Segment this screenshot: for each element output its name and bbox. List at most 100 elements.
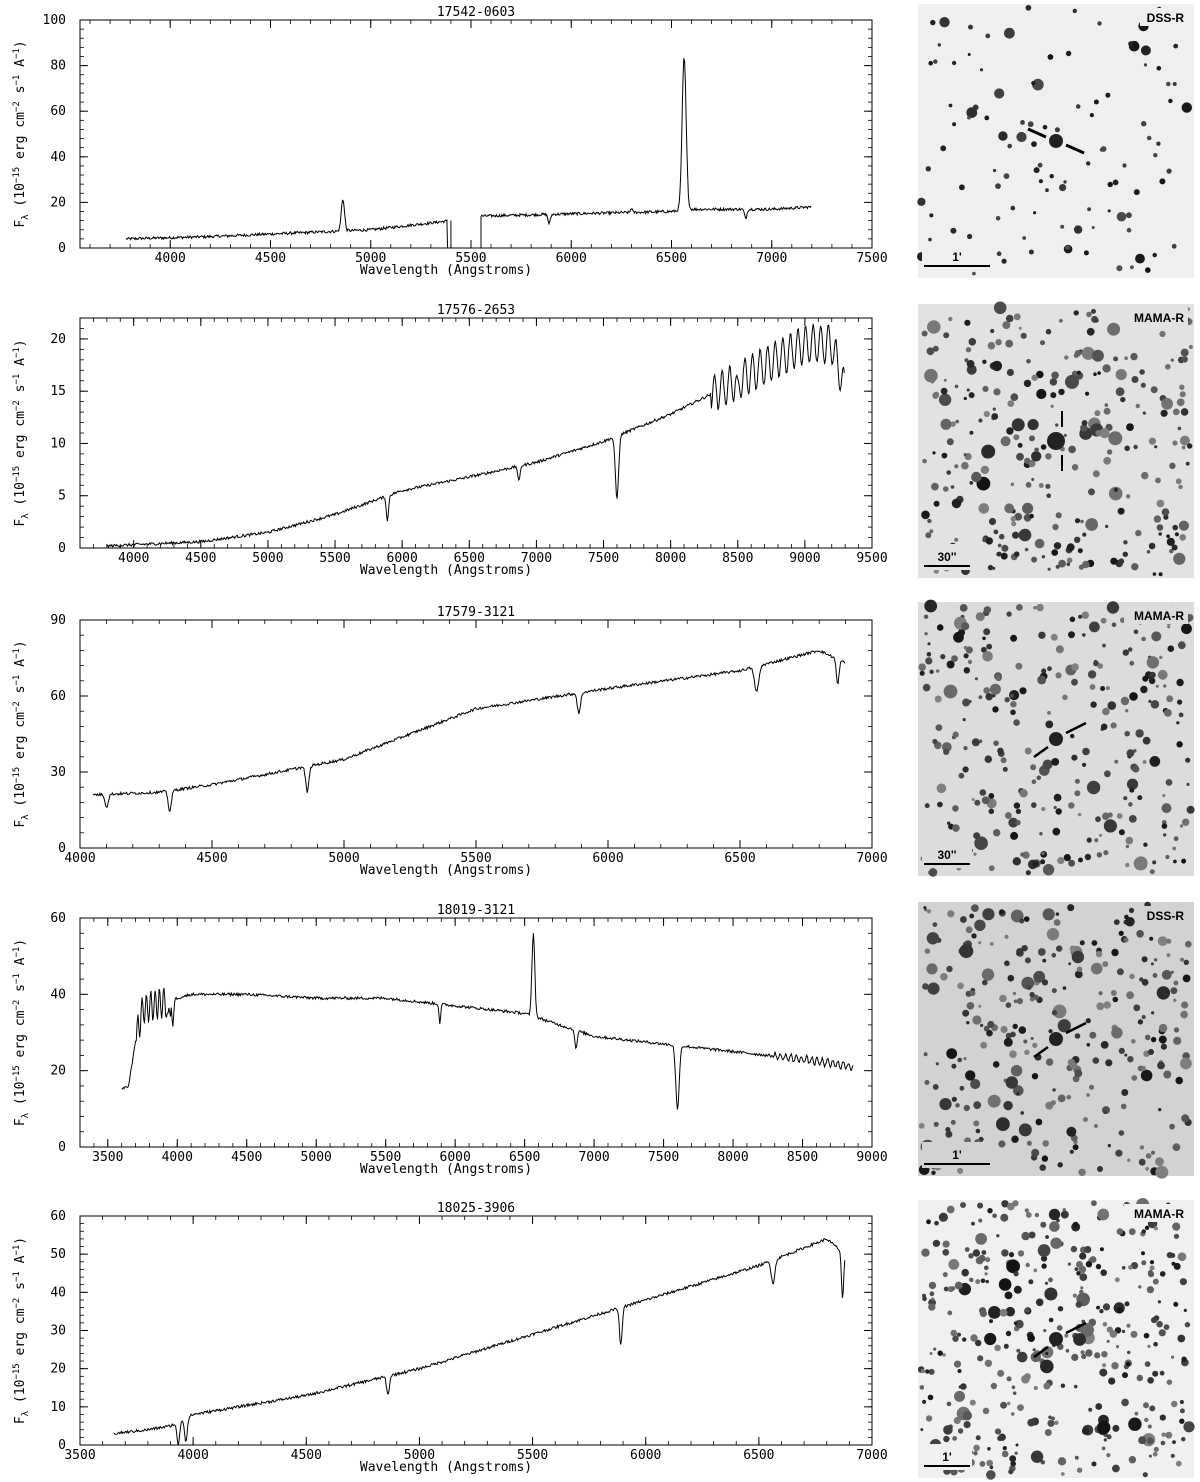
star: [932, 1084, 939, 1090]
star: [1082, 633, 1086, 637]
star: [1051, 953, 1057, 958]
star: [1068, 445, 1076, 454]
star: [1153, 1446, 1159, 1452]
scale-label: 1': [942, 1450, 952, 1464]
star: [1031, 1073, 1039, 1080]
x-tick-label: 4500: [255, 251, 286, 266]
star: [1073, 225, 1083, 234]
star: [1026, 985, 1032, 990]
x-tick-label: 8000: [655, 551, 686, 566]
star: [1139, 977, 1144, 982]
star: [969, 990, 976, 997]
star: [1086, 311, 1092, 318]
star: [922, 458, 927, 464]
star: [1060, 1472, 1065, 1476]
star: [1137, 795, 1143, 801]
star: [1126, 749, 1135, 757]
star: [1136, 1374, 1144, 1382]
star: [1041, 806, 1046, 812]
star: [1008, 1252, 1015, 1258]
star: [1056, 945, 1063, 952]
star: [1012, 1391, 1017, 1395]
target-star: [1049, 1332, 1063, 1346]
star: [1016, 131, 1027, 143]
star: [1089, 684, 1096, 690]
star: [1063, 180, 1067, 184]
star: [1148, 699, 1152, 704]
star: [970, 1078, 981, 1090]
star: [950, 227, 957, 234]
star: [1153, 153, 1158, 158]
star: [983, 628, 991, 636]
star: [1055, 912, 1060, 916]
star: [1123, 937, 1129, 943]
x-axis-title: Wavelength (Angstroms): [360, 1162, 532, 1177]
x-tick-label: 6000: [592, 851, 623, 866]
star: [1040, 1359, 1054, 1374]
spectrum-line: [92, 649, 846, 812]
star: [1081, 420, 1088, 426]
star: [1071, 678, 1078, 686]
star: [975, 612, 985, 622]
star: [1007, 1202, 1015, 1211]
star: [1065, 50, 1072, 57]
star: [1159, 655, 1163, 660]
star: [1118, 930, 1124, 936]
star: [1181, 1001, 1189, 1009]
spectrum-line: [106, 323, 845, 549]
star: [1063, 433, 1067, 437]
star: [1032, 860, 1039, 868]
star: [1135, 729, 1144, 738]
star: [937, 801, 943, 808]
star: [986, 1459, 993, 1467]
star: [1185, 940, 1192, 948]
star: [1040, 859, 1046, 865]
star: [1140, 382, 1146, 388]
star: [1170, 987, 1178, 995]
star: [933, 1347, 937, 1351]
star: [929, 213, 934, 218]
star: [1013, 719, 1020, 726]
star: [946, 660, 955, 669]
star: [1135, 403, 1141, 409]
star: [1116, 265, 1123, 272]
star: [980, 1278, 986, 1284]
star: [1035, 1298, 1044, 1307]
star: [927, 642, 931, 646]
star: [1048, 1317, 1054, 1323]
star: [1091, 308, 1096, 314]
star: [1017, 1250, 1025, 1257]
star: [1175, 478, 1182, 485]
star: [1104, 770, 1111, 778]
star: [988, 1306, 1001, 1319]
star: [1005, 1002, 1012, 1008]
star: [1144, 1417, 1149, 1423]
star: [933, 1121, 939, 1127]
target-marker: [1065, 143, 1085, 155]
star: [1007, 1401, 1011, 1406]
star: [988, 808, 995, 815]
star: [1127, 1350, 1131, 1355]
star: [1024, 1208, 1029, 1213]
star: [987, 564, 994, 571]
star: [954, 1281, 963, 1290]
star: [1088, 488, 1095, 496]
star: [1031, 451, 1042, 462]
star: [1113, 487, 1118, 492]
star: [1110, 722, 1117, 729]
x-axis-title: Wavelength (Angstroms): [360, 563, 532, 578]
star: [1102, 1363, 1107, 1368]
star: [1008, 817, 1019, 828]
star: [1094, 1124, 1098, 1128]
star: [1074, 1069, 1083, 1078]
star: [946, 438, 954, 446]
star: [1120, 696, 1130, 706]
spectrum-line: [121, 933, 854, 1110]
star: [1097, 1420, 1111, 1435]
x-tick-label: 4000: [162, 1150, 193, 1165]
star: [1009, 693, 1014, 698]
star: [1179, 1418, 1185, 1424]
star: [931, 1170, 936, 1176]
star: [1045, 1235, 1049, 1239]
star: [999, 909, 1005, 915]
